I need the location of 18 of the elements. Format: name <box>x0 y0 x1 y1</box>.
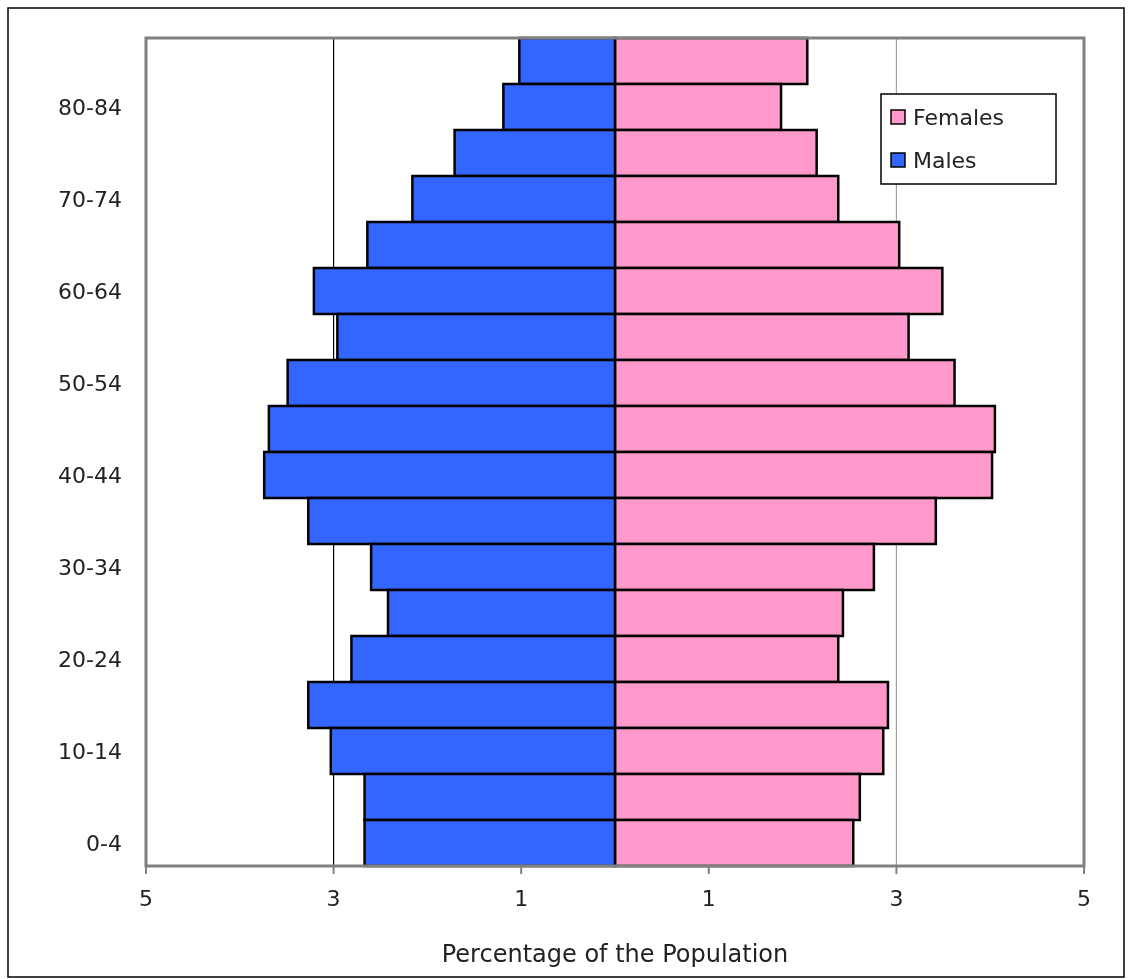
y-tick-label: 30-34 <box>58 554 122 580</box>
legend-label: Males <box>913 147 977 173</box>
y-tick-label: 40-44 <box>58 462 122 488</box>
x-tick-label: 1 <box>514 886 529 911</box>
y-tick-label: 0-4 <box>86 830 122 856</box>
x-tick-label: 3 <box>326 886 341 911</box>
x-tick-label: 5 <box>139 886 153 911</box>
legend-label: Females <box>913 104 1005 130</box>
x-tick-label: 1 <box>701 886 716 911</box>
y-tick-label: 20-24 <box>58 646 122 672</box>
y-tick-label: 50-54 <box>58 370 122 396</box>
x-tick-label: 5 <box>1077 886 1091 911</box>
y-tick-label: 80-84 <box>58 94 122 120</box>
x-tick-label: 3 <box>889 886 904 911</box>
y-tick-label: 60-64 <box>58 278 122 304</box>
y-tick-label: 10-14 <box>58 738 122 764</box>
x-axis-title: Percentage of the Population <box>441 940 789 968</box>
y-tick-label: 70-74 <box>58 186 122 212</box>
